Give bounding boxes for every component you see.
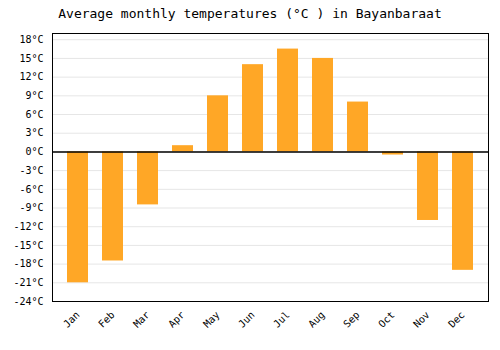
svg-text:Sep: Sep <box>341 309 362 330</box>
svg-text:9°C: 9°C <box>25 90 43 101</box>
svg-text:Feb: Feb <box>96 309 117 330</box>
svg-text:Jun: Jun <box>236 309 257 330</box>
html-text:Average monthly temperatures (: Average monthly temperatures (°C ) in Ba… <box>58 6 442 21</box>
svg-text:Jul: Jul <box>271 309 292 330</box>
svg-text:-6°C: -6°C <box>19 184 43 195</box>
svg-text:Nov: Nov <box>411 309 432 330</box>
svg-text:Apr: Apr <box>166 309 187 330</box>
svg-text:-9°C: -9°C <box>19 202 43 213</box>
svg-text:Jan: Jan <box>61 309 82 330</box>
svg-text:-21°C: -21°C <box>13 277 43 288</box>
svg-text:12°C: 12°C <box>19 71 43 82</box>
svg-text:6°C: 6°C <box>25 109 43 120</box>
svg-text:0°C: 0°C <box>25 146 43 157</box>
svg-text:-3°C: -3°C <box>19 165 43 176</box>
svg-text:Dec: Dec <box>446 309 467 330</box>
svg-text:Mar: Mar <box>131 309 152 330</box>
svg-text:-15°C: -15°C <box>13 240 43 251</box>
svg-text:May: May <box>201 309 222 330</box>
svg-text:18°C: 18°C <box>19 34 43 45</box>
svg-text:-12°C: -12°C <box>13 221 43 232</box>
svg-text:-24°C: -24°C <box>13 296 43 307</box>
svg-text:Aug: Aug <box>306 309 327 330</box>
svg-text:-18°C: -18°C <box>13 258 43 269</box>
svg-text:3°C: 3°C <box>25 127 43 138</box>
svg-text:15°C: 15°C <box>19 53 43 64</box>
svg-text:Oct: Oct <box>376 309 397 330</box>
